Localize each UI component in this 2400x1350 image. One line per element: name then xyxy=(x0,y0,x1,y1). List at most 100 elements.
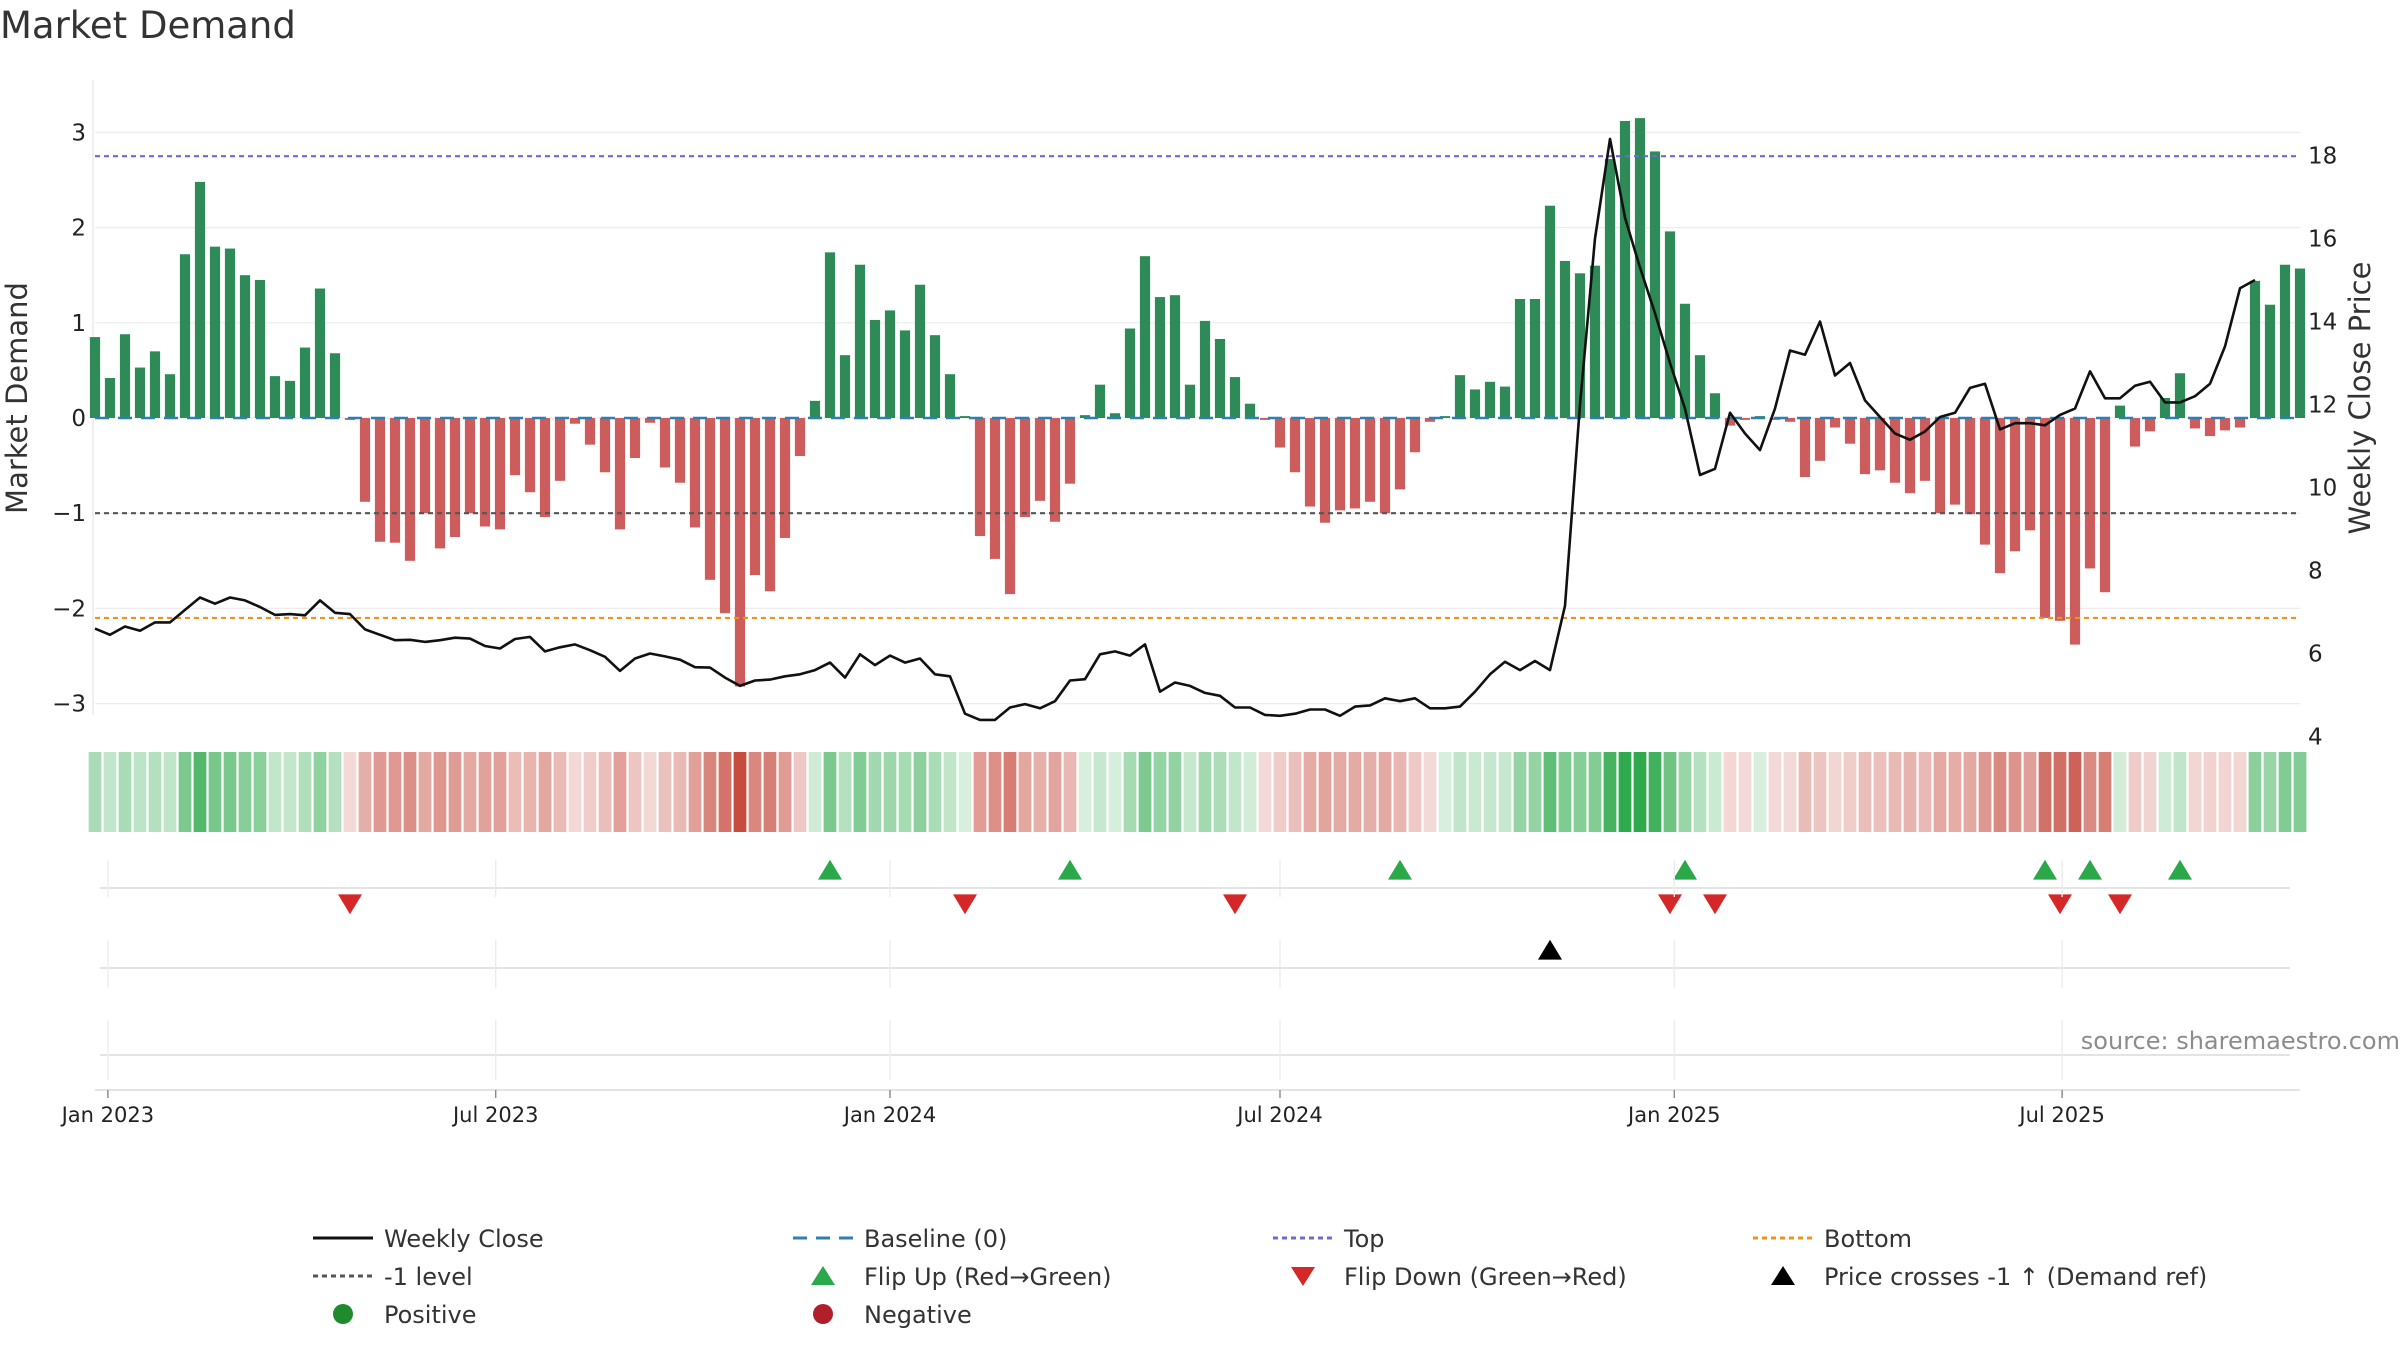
y-tick-label-right: 4 xyxy=(2308,725,2323,751)
demand-bar xyxy=(1529,299,1541,418)
heat-cell xyxy=(1873,752,1887,832)
heat-cell xyxy=(1678,752,1692,832)
heat-cell xyxy=(343,752,357,832)
heat-cell xyxy=(1033,752,1047,832)
heat-cell xyxy=(1618,752,1632,832)
demand-bar xyxy=(989,418,1001,559)
demand-bar xyxy=(1994,418,2006,574)
demand-bar xyxy=(1724,418,1736,426)
y-tick-label-left: −2 xyxy=(52,596,86,622)
heat-cell xyxy=(478,752,492,832)
heat-cell xyxy=(1123,752,1137,832)
demand-bar xyxy=(929,335,941,418)
demand-bar xyxy=(1004,418,1016,595)
demand-bar xyxy=(329,353,341,418)
heat-cell xyxy=(403,752,417,832)
heat-cell xyxy=(2008,752,2022,832)
heat-cell xyxy=(823,752,837,832)
demand-bar xyxy=(1919,418,1931,481)
demand-bar xyxy=(2294,268,2306,418)
demand-bar xyxy=(1709,393,1721,418)
heat-cell xyxy=(2083,752,2097,832)
heat-cell xyxy=(208,752,222,832)
y-tick-label-left: −3 xyxy=(52,692,86,718)
demand-bar xyxy=(449,418,461,537)
demand-bar xyxy=(749,418,761,576)
demand-bar xyxy=(2204,418,2216,437)
heat-cell xyxy=(808,752,822,832)
heat-cell xyxy=(1783,752,1797,832)
demand-bar xyxy=(284,380,296,418)
demand-bar xyxy=(404,418,416,561)
event-marker-rows xyxy=(95,859,2300,1091)
demand-bar xyxy=(1619,120,1631,418)
heat-cell xyxy=(2158,752,2172,832)
demand-bar xyxy=(2234,418,2246,428)
demand-bar xyxy=(1454,375,1466,418)
heat-cell xyxy=(1363,752,1377,832)
demand-heat-strip xyxy=(88,752,2307,832)
demand-bar xyxy=(1034,418,1046,501)
heat-cell xyxy=(973,752,987,832)
heat-cell xyxy=(1828,752,1842,832)
demand-bar xyxy=(1499,386,1511,418)
heat-cell xyxy=(943,752,957,832)
demand-bar xyxy=(1409,418,1421,453)
demand-bar xyxy=(1814,418,1826,461)
heat-cell xyxy=(1843,752,1857,832)
y-tick-label-right: 12 xyxy=(2308,393,2337,419)
heat-cell xyxy=(628,752,642,832)
legend-label: Weekly Close xyxy=(384,1225,544,1253)
heat-cell xyxy=(1753,752,1767,832)
demand-bar xyxy=(1484,381,1496,418)
chart-title: Market Demand xyxy=(0,4,296,47)
heat-cell xyxy=(1918,752,1932,832)
demand-bar xyxy=(884,310,896,418)
demand-bar xyxy=(899,330,911,418)
heat-cell xyxy=(1813,752,1827,832)
heat-cell xyxy=(1498,752,1512,832)
y-tick-label-left: 3 xyxy=(71,120,86,146)
heat-cell xyxy=(253,752,267,832)
flip-up-marker xyxy=(1388,859,1412,880)
demand-bar xyxy=(2219,418,2231,431)
x-tick-label: Jan 2024 xyxy=(842,1103,937,1127)
demand-bar xyxy=(1439,416,1451,418)
weekly-close-series xyxy=(94,137,2256,722)
heat-cell xyxy=(1543,752,1557,832)
demand-bar xyxy=(254,279,266,418)
demand-bar xyxy=(164,374,176,418)
y-axis-left-label: Market Demand xyxy=(0,282,34,514)
heat-cell xyxy=(718,752,732,832)
heat-cell xyxy=(1573,752,1587,832)
flip-down-marker xyxy=(953,894,977,915)
heat-cell xyxy=(193,752,207,832)
demand-bar xyxy=(2009,418,2021,552)
demand-bar xyxy=(1259,418,1271,420)
legend-swatch-triangle-up xyxy=(811,1266,835,1285)
demand-bar xyxy=(1109,413,1121,418)
demand-bar xyxy=(1964,418,1976,515)
heat-cell xyxy=(2263,752,2277,832)
heat-cell xyxy=(2203,752,2217,832)
demand-bar xyxy=(2189,418,2201,429)
heat-cell xyxy=(1003,752,1017,832)
demand-bar xyxy=(1169,295,1181,418)
demand-bar xyxy=(269,376,281,418)
heat-cell xyxy=(298,752,312,832)
weekly-close-line xyxy=(94,137,2256,722)
heat-cell xyxy=(2128,752,2142,832)
heat-cell xyxy=(418,752,432,832)
demand-bar xyxy=(1049,418,1061,522)
demand-bar xyxy=(644,418,656,423)
demand-bar xyxy=(824,252,836,418)
heat-cell xyxy=(2113,752,2127,832)
heat-cell xyxy=(898,752,912,832)
heat-cell xyxy=(1588,752,1602,832)
demand-bar xyxy=(959,416,971,418)
demand-bar xyxy=(149,351,161,418)
heat-cell xyxy=(388,752,402,832)
demand-bar xyxy=(869,319,881,418)
